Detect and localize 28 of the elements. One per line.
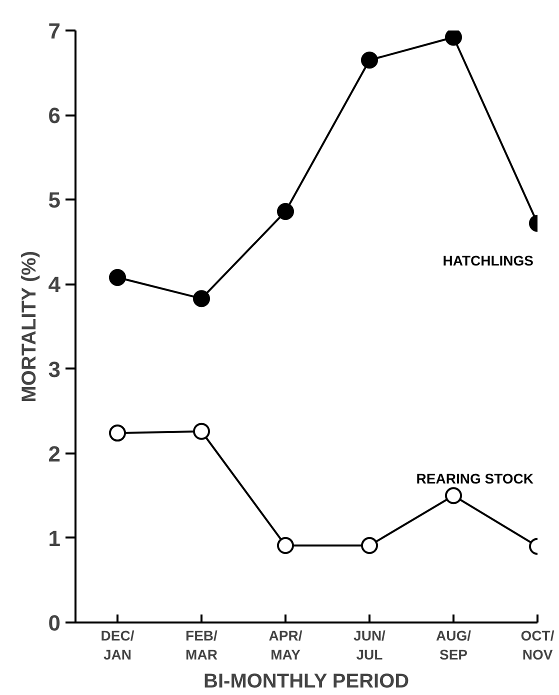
series-label: HATCHLINGS — [442, 252, 534, 268]
point — [361, 52, 378, 69]
x-axis-title: BI-MONTHLY PERIOD — [204, 670, 410, 693]
point — [445, 487, 462, 504]
x-tick-label: AUG/ SEP — [436, 628, 472, 663]
y-tick-label: 4 — [48, 272, 62, 298]
point — [109, 424, 126, 442]
point — [193, 422, 210, 440]
x-tick-label: OCT/ NOV — [520, 628, 554, 663]
y-tick-label: 0 — [48, 610, 61, 636]
point — [277, 537, 294, 554]
y-tick-label: 3 — [48, 356, 61, 382]
y-tick-label: 1 — [48, 526, 61, 551]
point — [361, 537, 378, 554]
series-label: REARING STOCK — [416, 470, 534, 486]
point — [277, 203, 294, 220]
x-tick-label: FEB/ MAR — [186, 628, 218, 663]
y-axis-title: MORTALITY (%) — [18, 250, 40, 402]
point — [445, 30, 462, 46]
y-tick-label: 2 — [48, 441, 61, 466]
y-tick-label: 6 — [48, 103, 61, 128]
x-tick-label: APR/ MAY — [268, 628, 302, 663]
point — [193, 290, 210, 308]
y-tick-label: 7 — [48, 18, 61, 44]
x-tick-label: DEC/ JAN — [100, 628, 134, 663]
x-tick-label: JUN/ JUL — [354, 628, 386, 663]
point — [109, 268, 126, 286]
y-tick-label: 5 — [48, 188, 61, 213]
